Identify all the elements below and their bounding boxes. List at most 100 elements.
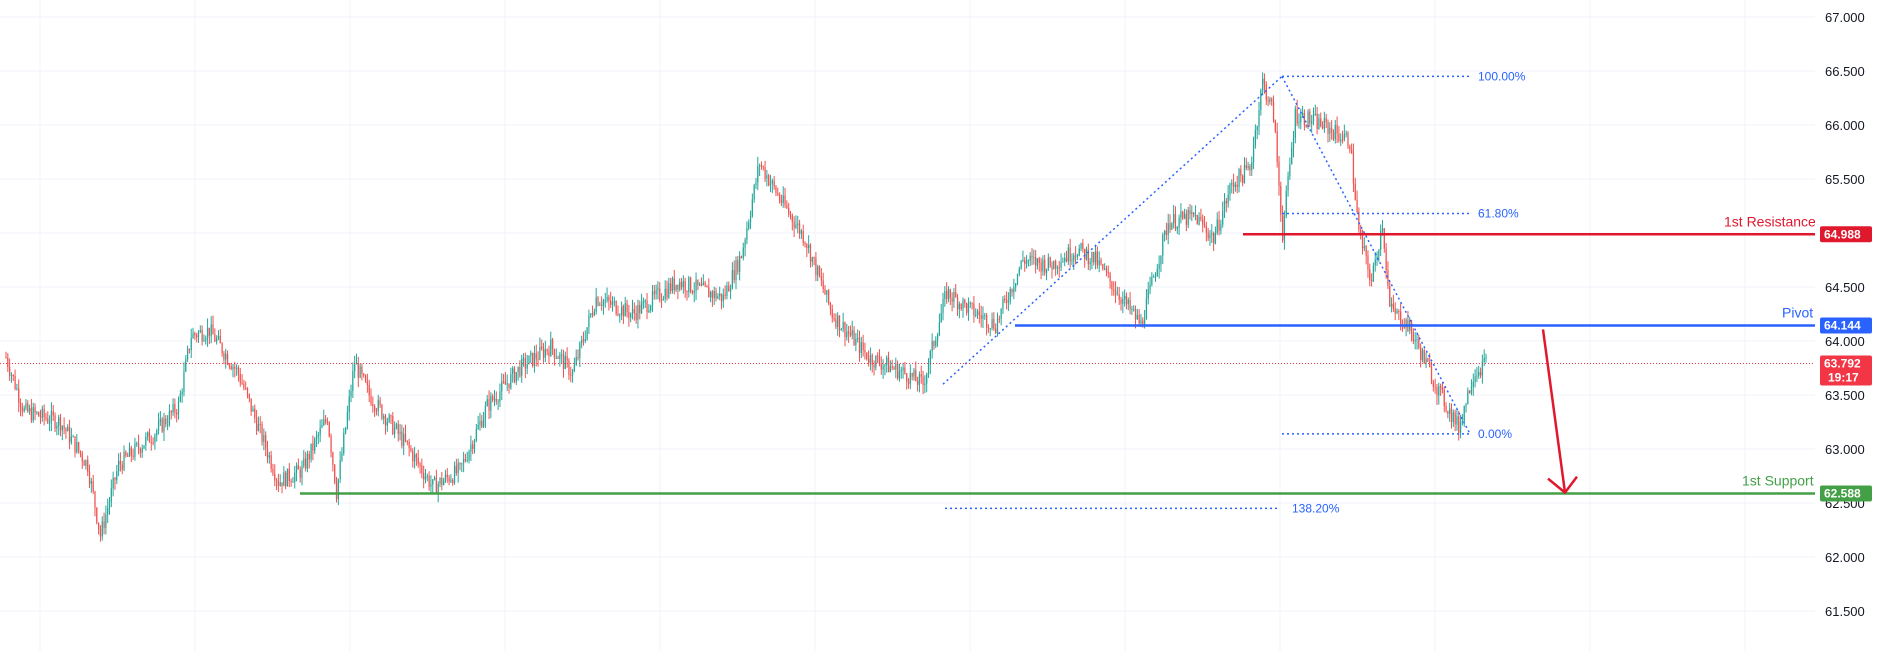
candle	[528, 355, 530, 365]
candle-body	[76, 442, 78, 453]
candle	[608, 294, 610, 311]
candle-body	[245, 388, 247, 390]
candle-body	[936, 335, 939, 341]
candle	[1485, 353, 1487, 363]
candle	[653, 284, 655, 300]
candle-body	[497, 401, 499, 403]
candle	[911, 372, 913, 381]
candle	[877, 352, 879, 364]
candle-body	[423, 473, 425, 480]
candle-body	[283, 472, 285, 487]
candle-body	[321, 424, 323, 428]
candle-body	[1191, 212, 1193, 215]
candle	[1370, 273, 1373, 287]
candle	[39, 409, 42, 424]
candle-body	[1479, 371, 1482, 376]
candle-body	[1360, 229, 1362, 235]
candle	[1394, 302, 1396, 321]
candle-body	[1323, 118, 1326, 129]
candle	[219, 329, 221, 344]
candle	[555, 348, 557, 360]
candle	[1249, 163, 1251, 176]
candle-body	[315, 436, 318, 440]
candle	[1345, 130, 1347, 138]
candle	[668, 277, 670, 299]
candle	[1398, 309, 1400, 321]
candle-body	[1025, 260, 1028, 264]
candle	[223, 351, 225, 365]
candle-body	[490, 396, 492, 411]
candle-body	[784, 195, 786, 206]
candle-body	[1474, 376, 1476, 382]
candle-body	[304, 458, 307, 469]
candle	[1439, 383, 1442, 396]
candle-body	[1260, 90, 1262, 111]
candle-body	[1042, 259, 1044, 272]
candle-body	[1194, 214, 1197, 216]
candle-body	[1018, 268, 1020, 274]
candle-body	[1358, 211, 1360, 230]
candle-body	[1291, 148, 1293, 165]
candle-body	[1356, 199, 1358, 212]
candle	[1207, 227, 1209, 242]
candle	[252, 405, 254, 412]
candle-body	[359, 366, 361, 378]
candle	[1029, 252, 1031, 267]
candle	[508, 383, 510, 394]
candle	[533, 345, 536, 373]
candle	[735, 256, 737, 290]
candle	[610, 291, 612, 309]
candle	[392, 411, 394, 436]
candle-body	[964, 299, 966, 304]
candle	[838, 315, 841, 338]
candle	[924, 375, 926, 394]
candle-body	[1062, 261, 1064, 263]
candle-body	[956, 297, 959, 310]
candle-body	[610, 300, 612, 305]
candle	[1479, 367, 1482, 379]
candle-body	[1232, 182, 1235, 187]
candle-body	[967, 303, 970, 313]
candle	[468, 449, 470, 464]
candle-body	[157, 421, 160, 431]
candle	[1100, 257, 1102, 266]
candle	[1084, 248, 1086, 268]
candle-body	[818, 266, 821, 277]
candle-body	[1174, 213, 1177, 230]
candle-body	[235, 367, 238, 369]
candle-body	[1394, 308, 1396, 314]
candle-body	[116, 471, 118, 481]
level-price-tag	[1820, 485, 1872, 502]
candle	[36, 411, 38, 415]
candle	[433, 475, 436, 481]
candle	[288, 463, 290, 488]
candle-body	[1398, 310, 1400, 312]
candle-body	[631, 309, 634, 314]
candle	[1234, 181, 1237, 192]
candle-body	[820, 276, 822, 281]
candle-body	[947, 289, 950, 299]
candle-body	[1212, 233, 1215, 244]
candle-body	[23, 408, 25, 412]
candle	[143, 445, 145, 450]
candle	[1147, 281, 1149, 305]
candle	[1456, 407, 1458, 431]
candle-body	[482, 418, 485, 427]
drawing-tools[interactable]: 100.00%61.80%0.00%138.20%1st ResistanceP…	[0, 69, 1816, 515]
candle	[303, 449, 305, 469]
candle	[424, 468, 427, 484]
candle	[884, 364, 886, 376]
candle-body	[1096, 251, 1099, 266]
candle-body	[501, 381, 503, 392]
candle-body	[185, 359, 187, 372]
candle-body	[517, 366, 519, 373]
candle-body	[1104, 268, 1106, 270]
candle-body	[105, 514, 107, 528]
candle-body	[1218, 219, 1220, 231]
candle	[1113, 281, 1115, 296]
candle-body	[1252, 145, 1255, 163]
candle-body	[1305, 124, 1307, 127]
candle	[94, 490, 96, 517]
candle-body	[1133, 309, 1135, 311]
